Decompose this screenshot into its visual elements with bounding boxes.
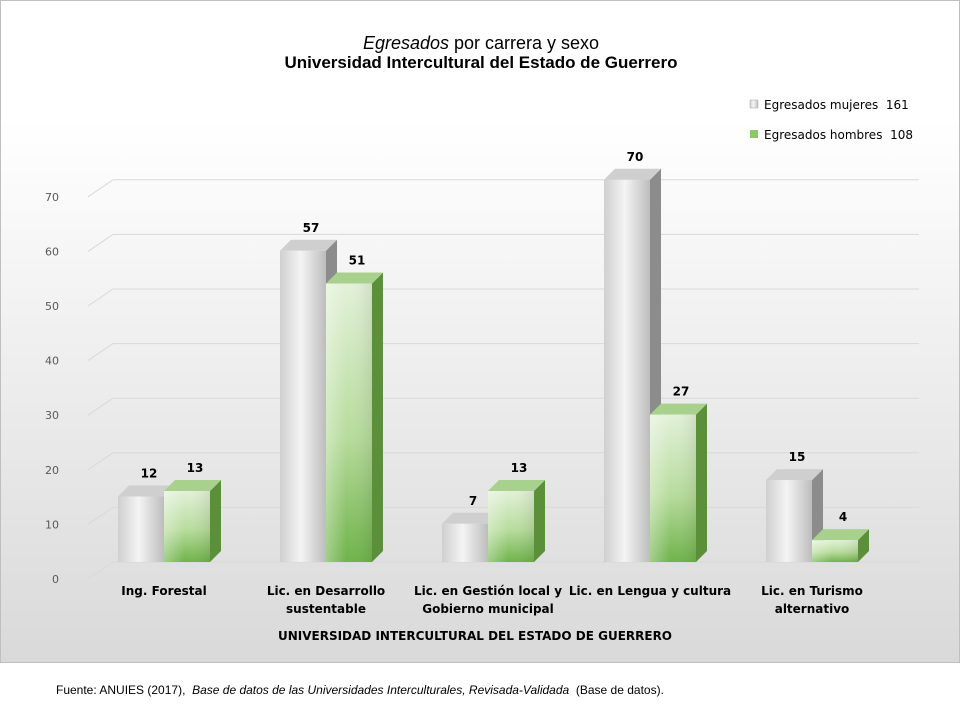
data-label: 12 [141,466,158,480]
category-label: sustentable [286,602,366,616]
gridline-depth [87,506,114,525]
gridline-depth [87,561,114,580]
category-labels: Ing. Forestal Lic. en Desarrollo sustentab… [121,584,863,616]
x-axis-title: UNIVERSIDAD INTERCULTURAL DEL ESTADO DE … [278,629,672,643]
gridline-depth [87,233,114,252]
data-label: 15 [789,450,806,464]
bar-mujeres-top [604,168,661,180]
gridline-depth [87,179,114,198]
bar-hombres-top [326,272,383,284]
data-label: 27 [673,385,690,399]
bar-mujeres-top [442,512,499,524]
y-tick-label: 20 [45,464,59,477]
legend-swatch-mujeres [749,99,759,109]
bar-mujeres-front [442,523,488,562]
gridline-depth [87,397,114,416]
bar-hombres [650,403,707,562]
category-label: alternativo [775,602,850,616]
bar-chart: Egresados por carrera y sexo Universidad… [45,33,919,643]
grid [87,179,919,580]
y-tick-label: 10 [45,518,59,531]
bar-hombres-top [488,480,545,492]
bar-hombres-shade [650,414,696,562]
chart-title: Egresados por carrera y sexo [363,33,599,53]
category-label: Lic. en Lengua y cultura [569,584,731,598]
gridline-depth [87,343,114,362]
bar-mujeres-front [280,250,326,562]
data-label: 4 [839,510,847,524]
y-tick-label: 30 [45,409,59,422]
bar-mujeres-front [118,496,164,562]
bars [118,168,869,563]
data-label: 57 [303,221,320,235]
category-label: Lic. en Gestión local y [414,584,562,598]
chart-title-rest: por carrera y sexo [449,33,599,53]
bar-mujeres-front [604,179,650,563]
category-label: Lic. en Desarrollo [267,584,385,598]
legend-swatch-hombres [750,130,758,138]
bar-mujeres [280,239,337,562]
category-label: Lic. en Turismo [761,584,863,598]
data-label: 70 [627,150,644,164]
source-note: Fuente: ANUIES (2017), Base de datos de … [56,683,664,697]
legend-label-mujeres: Egresados mujeres 161 [764,98,909,112]
bar-mujeres-top [280,239,337,251]
y-tick-label: 0 [52,573,59,586]
bar-hombres [812,529,869,562]
bar-hombres-shade [326,283,372,562]
y-tick-label: 50 [45,300,59,313]
data-label: 13 [187,461,204,475]
category-label: Gobierno municipal [422,602,554,616]
source-suffix: (Base de datos). [569,683,664,697]
source-prefix: Fuente: ANUIES (2017), [56,683,193,697]
bar-mujeres-front [766,480,812,562]
data-label: 7 [469,494,477,508]
y-axis-ticks: 0 10 20 30 40 50 60 70 [45,191,59,586]
data-label: 13 [511,461,528,475]
chart-subtitle: Universidad Intercultural del Estado de … [285,53,678,72]
bar-mujeres-top [118,485,175,497]
y-tick-label: 70 [45,191,59,204]
bar-hombres-shade [164,491,210,562]
source-title: Base de datos de las Universidades Inter… [192,683,570,697]
bar-mujeres-top [766,469,823,481]
chart-frame: Egresados por carrera y sexo Universidad… [0,0,960,663]
bar-hombres [164,480,221,562]
gridline-depth [87,288,114,307]
bar-hombres-side [696,403,707,562]
legend: Egresados mujeres 161 Egresados hombres … [749,98,913,142]
bar-hombres-side [210,480,221,562]
bar-hombres-top [812,529,869,541]
bar-hombres-side [372,272,383,562]
gridline-depth [87,452,114,471]
y-tick-label: 40 [45,355,59,368]
data-labels: 12 13 57 51 7 13 70 27 15 4 [141,150,848,524]
chart-title-italic: Egresados [363,33,449,53]
legend-label-hombres: Egresados hombres 108 [764,128,913,142]
category-label: Ing. Forestal [121,584,206,598]
bar-hombres [326,272,383,562]
y-tick-label: 60 [45,245,59,258]
bar-hombres-shade [812,540,858,562]
bar-hombres-side [534,480,545,562]
bar-hombres-top [164,480,221,492]
bar-hombres-shade [488,491,534,562]
bar-hombres-top [650,403,707,415]
bar-hombres-side [858,529,869,562]
bar-hombres [488,480,545,562]
data-label: 51 [349,254,366,268]
